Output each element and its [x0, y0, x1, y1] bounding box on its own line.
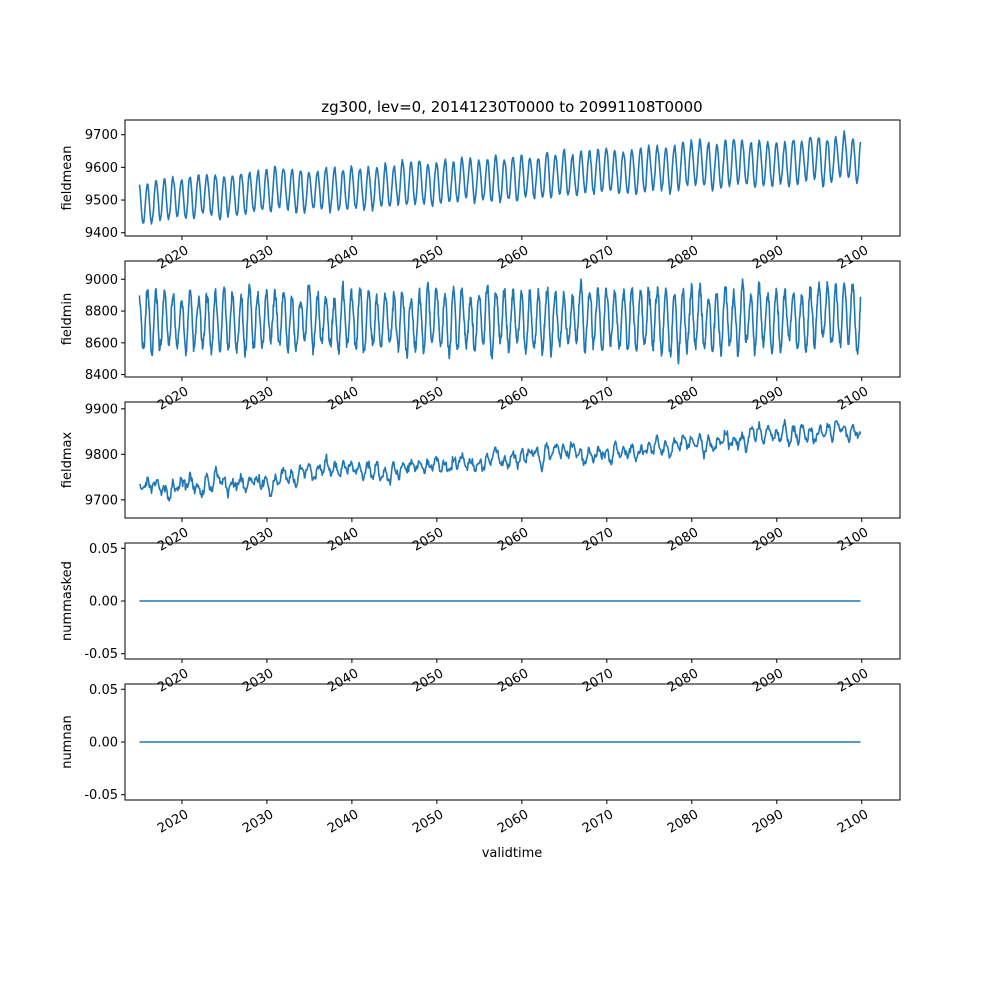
y-axis-label-fieldmax: fieldmax — [60, 432, 75, 489]
y-tick-label-fieldmax: 9800 — [85, 448, 118, 463]
y-tick-label-numnan: -0.05 — [84, 788, 118, 803]
y-axis-label-numnan: numnan — [60, 715, 75, 769]
y-tick-label-fieldmean: 9700 — [85, 128, 118, 143]
x-axis-label: validtime — [482, 846, 543, 861]
y-tick-label-fieldmin: 8600 — [85, 336, 118, 351]
y-tick-label-fieldmin: 8800 — [85, 305, 118, 320]
y-axis-label-fieldmean: fieldmean — [60, 146, 75, 211]
y-tick-label-fieldmean: 9600 — [85, 161, 118, 176]
chart-title: zg300, lev=0, 20141230T0000 to 20991108T… — [321, 98, 702, 116]
axes-frame-fieldmax — [124, 401, 901, 519]
y-tick-label-fieldmax: 9900 — [85, 402, 118, 417]
y-tick-label-fieldmax: 9700 — [85, 493, 118, 508]
y-axis-label-nummasked: nummasked — [60, 561, 75, 641]
y-tick-label-numnan: 0.00 — [89, 736, 118, 751]
y-axis-label-fieldmin: fieldmin — [60, 293, 75, 346]
series-line-fieldmean — [138, 130, 862, 225]
y-tick-label-fieldmin: 9000 — [85, 273, 118, 288]
axes-frame-fieldmin — [124, 260, 901, 378]
series-line-fieldmin — [138, 278, 862, 365]
y-tick-label-fieldmean: 9400 — [85, 226, 118, 241]
series-line-fieldmax — [139, 418, 862, 502]
y-tick-label-nummasked: -0.05 — [84, 647, 118, 662]
y-tick-label-nummasked: 0.00 — [89, 595, 118, 610]
y-tick-label-numnan: 0.05 — [89, 683, 118, 698]
y-tick-label-fieldmin: 8400 — [85, 368, 118, 383]
y-tick-label-nummasked: 0.05 — [89, 542, 118, 557]
y-tick-label-fieldmean: 9500 — [85, 194, 118, 209]
axes-frame-fieldmean — [124, 119, 901, 237]
